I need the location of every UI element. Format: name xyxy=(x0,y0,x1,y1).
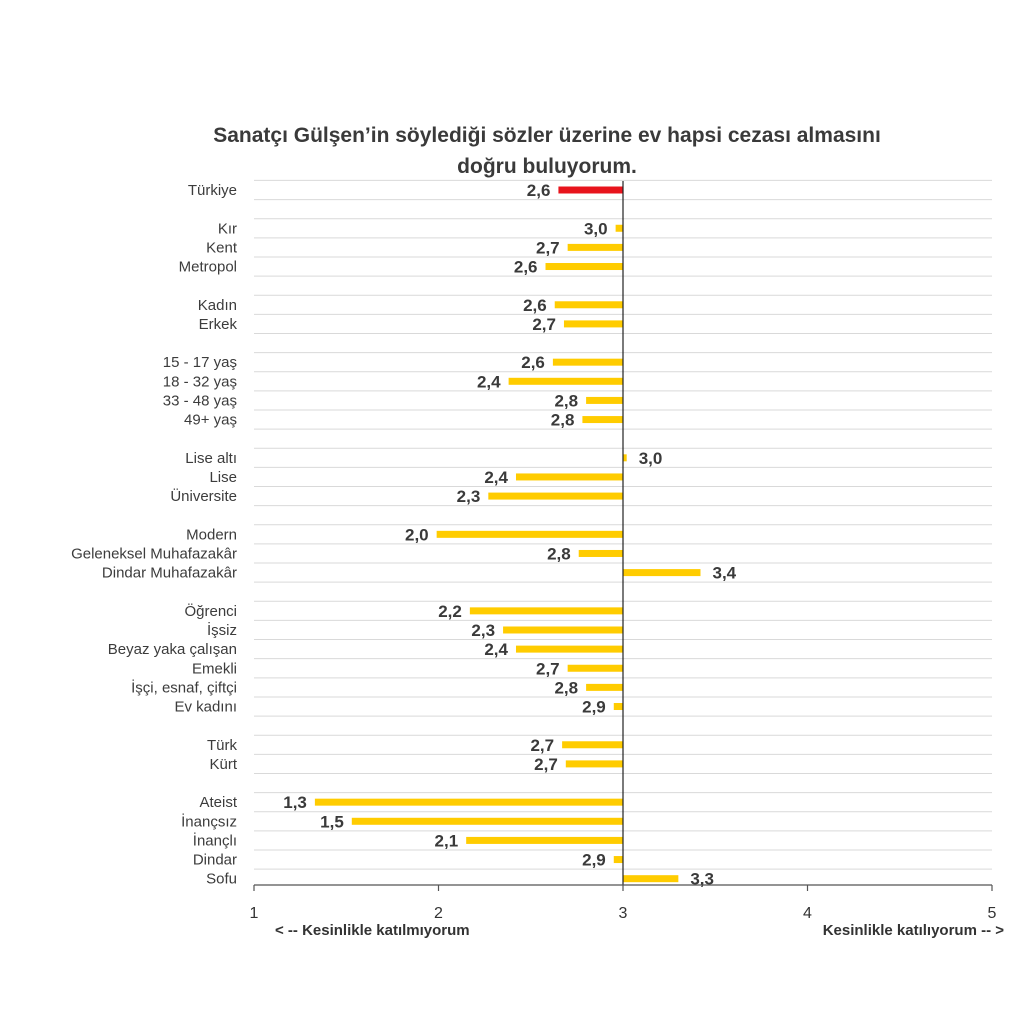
bar-beyaz-yaka-çalışan xyxy=(515,645,623,653)
bar-15-17-yaş xyxy=(552,358,623,366)
value-label: 2,7 xyxy=(536,238,560,257)
category-label: Türkiye xyxy=(188,182,237,199)
bar-lise xyxy=(515,473,623,481)
bar-i-şsiz xyxy=(503,626,623,634)
bar-i-nançsız xyxy=(351,817,623,825)
bar-dindar xyxy=(613,856,623,864)
value-label: 2,7 xyxy=(536,659,560,678)
chart-title-line-1: Sanatçı Gülşen’in söylediği sözler üzeri… xyxy=(213,124,881,147)
bar-türk xyxy=(562,741,623,749)
value-label: 2,7 xyxy=(534,755,558,774)
value-label: 2,6 xyxy=(523,296,547,315)
value-label: 3,0 xyxy=(584,219,608,238)
x-tick-label: 2 xyxy=(434,905,443,922)
bar-türkiye xyxy=(558,186,623,194)
category-label: 49+ yaş xyxy=(184,412,237,429)
bar-49-yaş xyxy=(582,416,623,424)
x-tick-label: 1 xyxy=(250,905,259,922)
value-label: 2,4 xyxy=(484,640,508,659)
category-label: İnançsız xyxy=(181,812,237,830)
x-tick-label: 5 xyxy=(988,905,997,922)
category-label: Emekli xyxy=(192,660,237,677)
x-tick-label: 3 xyxy=(619,905,628,922)
value-label: 3,4 xyxy=(712,564,736,583)
bar-öğrenci xyxy=(469,607,623,615)
value-label: 2,6 xyxy=(514,258,538,277)
value-label: 2,2 xyxy=(438,602,462,621)
value-label: 2,8 xyxy=(554,391,578,410)
bar-lise-altı xyxy=(623,454,627,462)
bar-18-32-yaş xyxy=(508,377,623,385)
bar-kadın xyxy=(554,301,623,309)
bar-kent xyxy=(567,243,623,251)
bar-erkek xyxy=(563,320,623,328)
value-label: 1,5 xyxy=(320,812,344,831)
category-label: Dindar xyxy=(193,852,237,869)
value-label: 2,7 xyxy=(532,315,556,334)
value-label: 2,0 xyxy=(405,525,429,544)
value-label: 2,1 xyxy=(435,831,459,850)
right-scale-label: Kesinlikle katılıyorum -- > xyxy=(823,922,1005,939)
category-label: Beyaz yaka çalışan xyxy=(108,641,237,658)
value-label: 2,3 xyxy=(471,621,495,640)
bar-kürt xyxy=(565,760,623,768)
category-label: Kadın xyxy=(198,297,237,314)
bar-i-nançlı xyxy=(466,836,623,844)
category-label: Sofu xyxy=(206,871,237,888)
value-label: 3,3 xyxy=(690,870,714,889)
value-label: 2,8 xyxy=(547,544,571,563)
category-label: 15 - 17 yaş xyxy=(163,354,237,371)
category-label: Modern xyxy=(186,526,237,543)
bar-modern xyxy=(436,530,623,538)
bar-metropol xyxy=(545,263,623,271)
bar-sofu xyxy=(623,875,679,883)
category-label: Lise xyxy=(209,469,237,486)
value-label: 2,6 xyxy=(527,181,551,200)
category-label: 33 - 48 yaş xyxy=(163,392,237,409)
value-label: 2,8 xyxy=(554,678,578,697)
bar-üniversite xyxy=(488,492,623,500)
category-label: Ev kadını xyxy=(174,699,237,716)
value-label: 2,7 xyxy=(530,736,554,755)
category-label: Dindar Muhafazakâr xyxy=(102,565,237,582)
left-scale-label: < -- Kesinlikle katılmıyorum xyxy=(275,922,470,939)
value-label: 2,6 xyxy=(521,353,545,372)
category-label: Kır xyxy=(218,220,237,237)
value-label: 1,3 xyxy=(283,793,307,812)
x-tick-label: 4 xyxy=(803,905,812,922)
category-label: Kent xyxy=(206,239,238,256)
category-label: Öğrenci xyxy=(184,602,237,620)
value-label: 2,3 xyxy=(457,487,481,506)
category-label: Üniversite xyxy=(170,487,237,505)
category-label: Geleneksel Muhafazakâr xyxy=(71,545,237,562)
bar-emekli xyxy=(567,664,623,672)
chart-title: Sanatçı Gülşen’in söylediği sözler üzeri… xyxy=(0,120,1024,182)
value-label: 2,4 xyxy=(477,372,501,391)
bar-ev-kadını xyxy=(613,703,623,711)
bar-kır xyxy=(615,224,623,232)
chart-title-line-2: doğru buluyorum. xyxy=(457,155,637,178)
category-label: İnançlı xyxy=(193,831,237,849)
category-label: İşsiz xyxy=(207,621,237,639)
bar-33-48-yaş xyxy=(586,396,623,404)
bar-i-şçi-esnaf-çiftçi xyxy=(586,683,623,691)
bar-dindar-muhafazak-r xyxy=(623,569,701,577)
value-label: 2,9 xyxy=(582,851,606,870)
value-label: 3,0 xyxy=(639,449,663,468)
value-label: 2,9 xyxy=(582,698,606,717)
category-label: Erkek xyxy=(199,316,238,333)
category-label: İşçi, esnaf, çiftçi xyxy=(131,678,237,696)
value-label: 2,4 xyxy=(484,468,508,487)
category-label: Metropol xyxy=(179,259,237,276)
category-label: 18 - 32 yaş xyxy=(163,373,237,390)
bar-ateist xyxy=(314,798,623,806)
category-label: Lise altı xyxy=(185,450,237,467)
category-label: Türk xyxy=(207,737,238,754)
category-label: Kürt xyxy=(209,756,237,773)
category-label: Ateist xyxy=(199,794,237,811)
value-label: 2,8 xyxy=(551,411,575,430)
bar-geleneksel-muhafazak-r xyxy=(578,549,623,557)
